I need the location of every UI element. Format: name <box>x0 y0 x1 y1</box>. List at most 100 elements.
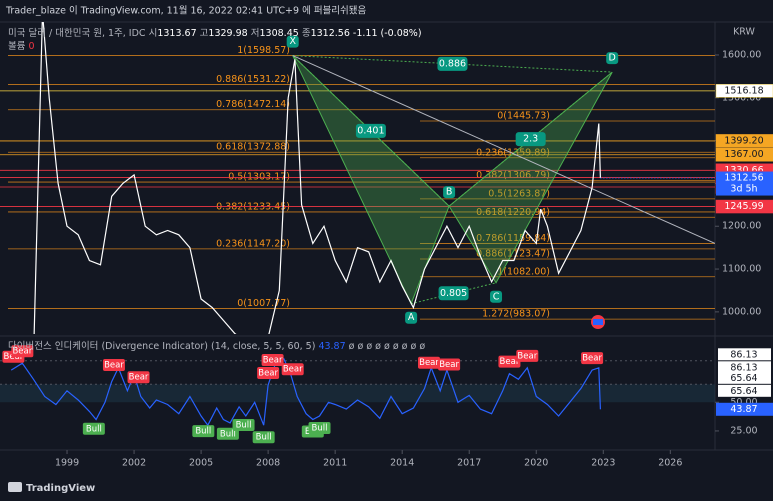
x-tick-label: 2008 <box>256 458 280 469</box>
ratio-badge <box>515 132 546 147</box>
fib-label: 0.236(1359.89) <box>476 147 550 158</box>
fib-label: 0.786(1472.14) <box>216 99 290 110</box>
fib-label: 0.382(1306.79) <box>476 170 550 181</box>
price-badge <box>715 134 773 148</box>
level-label: 65.64 <box>730 373 757 384</box>
pattern-point-badge <box>286 35 299 48</box>
y-tick-label: 25.00 <box>730 425 757 436</box>
axes: 1999 2002 2005 2008 2011 2014 2017 2020 2023 2026… <box>55 49 773 469</box>
level-badge <box>718 348 771 361</box>
signal-label: Bull <box>86 424 102 434</box>
signal-label: Bear <box>129 373 149 383</box>
ohlc-name: 고 <box>200 28 209 39</box>
pattern-point-badge <box>490 290 503 303</box>
signal-label: Bear <box>263 356 283 366</box>
fib-label: 0.5(1263.87) <box>488 188 550 199</box>
signal-badge <box>82 422 105 435</box>
ratio-label: 0.805 <box>440 288 467 299</box>
fib-label: 0(1445.73) <box>497 111 550 122</box>
fib-label: 1.272(983.07) <box>482 309 550 320</box>
signal-badge <box>418 356 440 369</box>
pattern-link <box>292 55 613 73</box>
legend-row: 미국 달러 / 대한민국 원, 1주, IDC 시1313.67 고1329.9… <box>8 27 422 39</box>
signal-label: Bear <box>582 354 602 364</box>
publisher: Trader_blaze 이 TradingView.com, 11월 16, … <box>5 5 367 17</box>
price-badge-label: 1330.66 <box>724 165 763 176</box>
pattern-point-badge <box>443 186 456 199</box>
price-badge <box>715 84 773 98</box>
signal-badge <box>308 422 331 435</box>
signal-label: Bear <box>12 347 32 357</box>
fib-label: 0.5(1303.17) <box>228 172 290 183</box>
ratio-badge <box>437 56 468 71</box>
y-tick-label: 50.00 <box>730 397 757 408</box>
indicator-legend: 다이버전스 인디케이터 (Divergence Indicator) (14, … <box>8 341 425 352</box>
pattern-point-label: C <box>493 291 500 302</box>
fib-label: 0.618(1372.88) <box>216 142 290 153</box>
signal-label: Bull <box>312 424 328 434</box>
indicator-last-label: 43.87 <box>730 404 757 415</box>
pattern-point-label: X <box>289 36 296 47</box>
signal-badge <box>11 345 34 358</box>
fib-label: 0.618(1220.94) <box>476 207 550 218</box>
price-badge-label: 1516.18 <box>724 85 763 96</box>
signal-label: Bear <box>517 351 537 361</box>
signal-badge <box>516 349 539 362</box>
x-tick-label: 2005 <box>189 458 213 469</box>
ohlc-value: 1313.67 <box>157 28 196 39</box>
price-badge <box>715 147 773 162</box>
price-badge-label: 1245.99 <box>724 201 763 212</box>
signal-badge <box>252 431 275 444</box>
signal-badge <box>581 352 604 365</box>
level-label: 65.64 <box>730 386 757 397</box>
ratio-label: 0.401 <box>357 125 384 136</box>
indicator-title: 다이버전스 인디케이터 (Divergence Indicator) <box>8 341 208 352</box>
signal-badge <box>257 367 280 380</box>
pattern-point-label: A <box>408 312 415 323</box>
level-label: 86.13 <box>730 362 757 373</box>
x-tick-label: 2011 <box>323 458 347 469</box>
ohlc-value: 1329.98 <box>208 28 247 39</box>
x-tick-label: 2023 <box>591 458 615 469</box>
signal-label: Bear <box>283 365 303 375</box>
x-tick-label: 2026 <box>658 458 682 469</box>
price-line <box>33 22 601 334</box>
fib-label: 0.236(1147.20) <box>216 238 290 249</box>
signal-badge <box>261 354 284 367</box>
volume-name: 볼륨 <box>8 41 26 52</box>
signal-badge <box>127 371 150 384</box>
signal-badge <box>438 358 461 371</box>
ohlc-value: 1312.56 <box>311 28 350 39</box>
y-tick-label: 1000.00 <box>722 306 761 317</box>
x-tick-label: 2002 <box>122 458 146 469</box>
price-badge-label: 1367.00 <box>724 149 763 160</box>
price-pane: 1(1598.57) 0.886(1531.22) 0.786(1472.14) 0.… <box>0 22 715 334</box>
signal-badge <box>192 425 215 438</box>
indicator-band <box>0 384 715 403</box>
volume-row: 볼륨 0 <box>8 41 35 52</box>
ohlc-name: 시 <box>149 28 158 39</box>
signal-badge <box>281 363 304 376</box>
flag-icon-inner <box>593 319 603 325</box>
signal-badge <box>102 359 125 372</box>
y-tick-label: 1200.00 <box>722 221 761 232</box>
ratio-badge <box>355 123 386 138</box>
signal-label: Bull <box>220 429 236 439</box>
x-tick-label: 2020 <box>524 458 548 469</box>
signal-label: Bull <box>195 427 211 437</box>
indicator-value: 43.87 <box>318 341 345 352</box>
countdown: 3d 5h <box>730 184 757 195</box>
pattern-point-label: D <box>609 53 616 64</box>
y-tick-label: 1500.00 <box>722 92 761 103</box>
level-badge <box>718 361 771 374</box>
fib-label: 1(1598.57) <box>237 45 290 56</box>
signal-label: Bull <box>256 433 272 443</box>
ohlc-name: 종 <box>302 28 311 39</box>
level-label: 86.13 <box>730 349 757 360</box>
pattern-point-badge <box>405 311 418 324</box>
signal-label: Bear <box>258 369 278 379</box>
fib-label: 0(1007.77) <box>237 298 290 309</box>
y-tick-label: 1600.00 <box>722 49 761 60</box>
symbol: 미국 달러 / 대한민국 원, 1주, IDC <box>8 27 146 39</box>
fib-label: 0.886(1531.22) <box>216 74 290 85</box>
